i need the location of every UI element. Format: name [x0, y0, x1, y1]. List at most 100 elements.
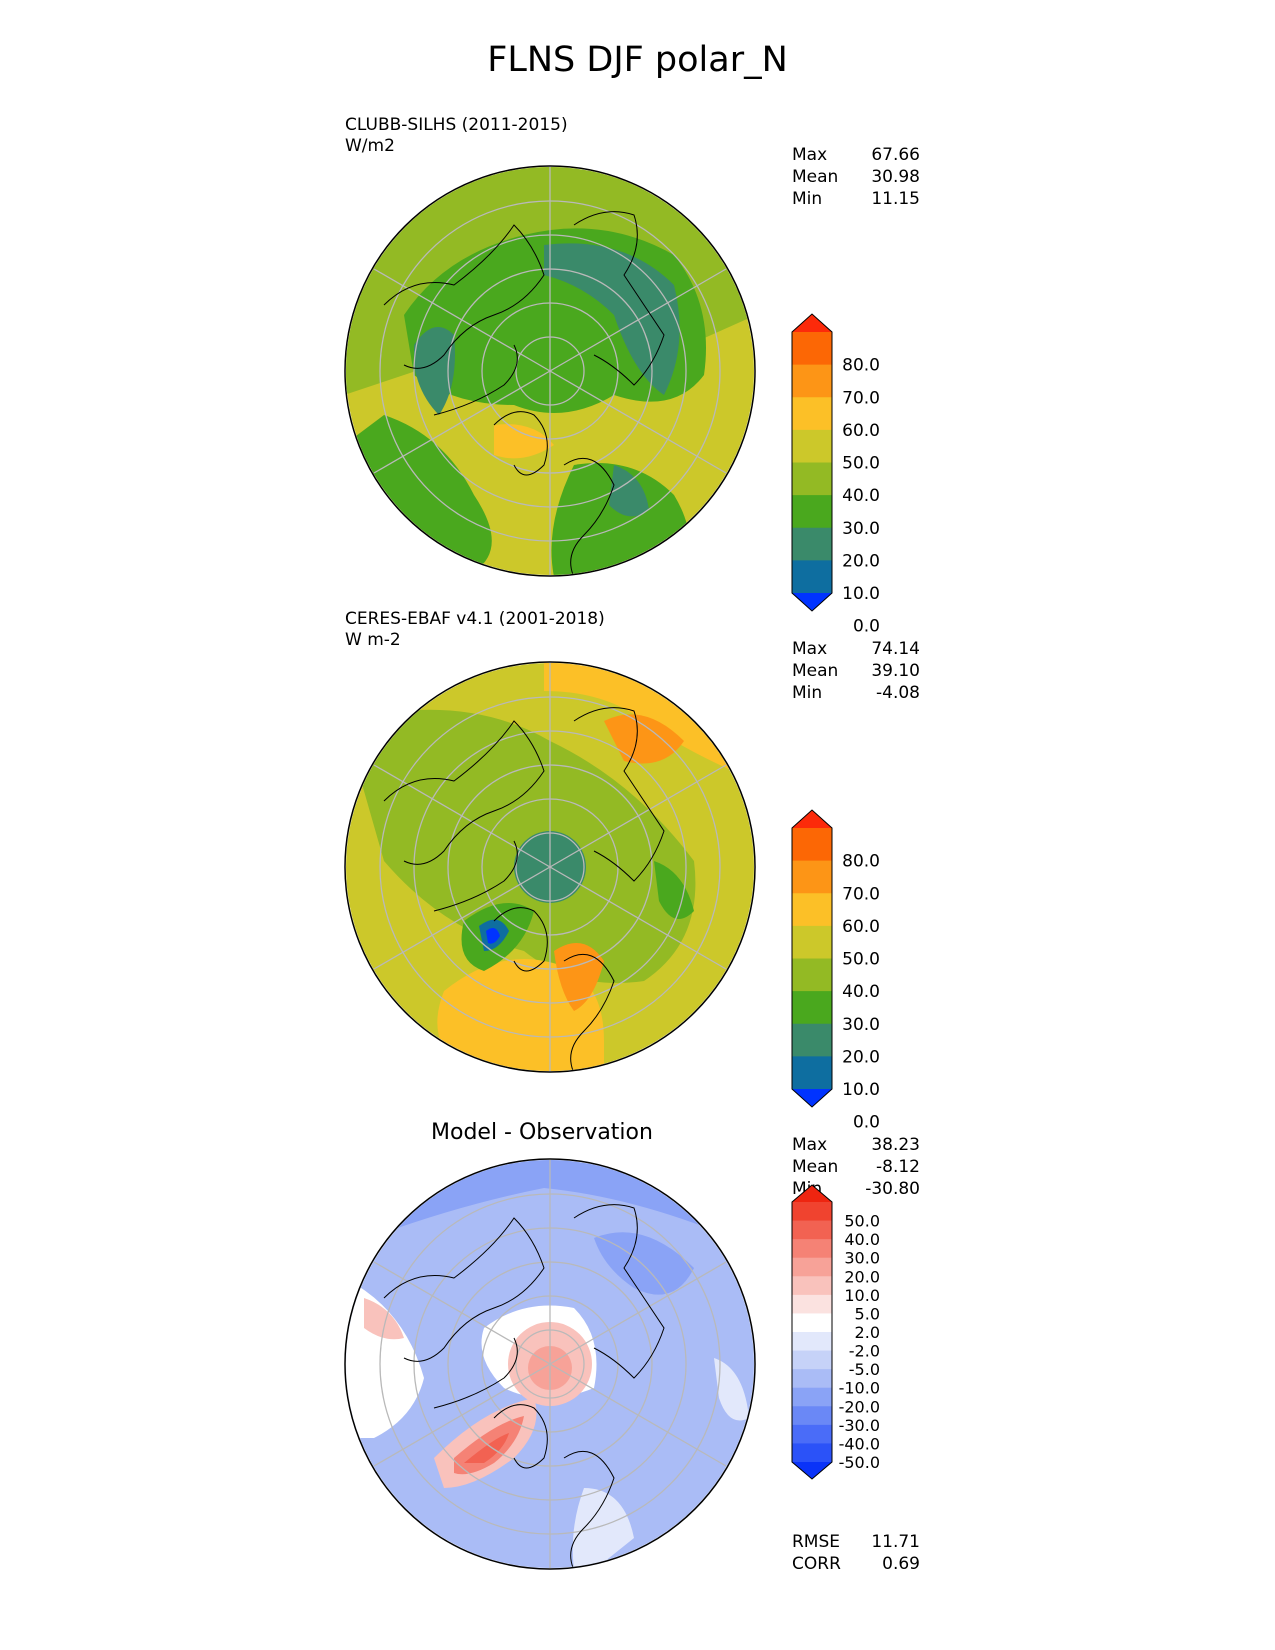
colorbar-extension-top — [792, 314, 832, 332]
colorbar-tick-label: -40.0 — [839, 1434, 880, 1453]
colorbar-tick-label: 80.0 — [842, 356, 880, 376]
stat-row-mean: Mean -8.12 — [792, 1157, 920, 1177]
colorbar-tick-label: 30.0 — [842, 1015, 880, 1035]
colorbar-tick-label: 70.0 — [842, 388, 880, 408]
model-name: CLUBB-SILHS (2011-2015) — [345, 115, 568, 135]
model-label: CLUBB-SILHS (2011-2015) W/m2 — [345, 115, 568, 157]
colorbar-tick-label: -20.0 — [839, 1397, 880, 1416]
obs-units: W m-2 — [345, 630, 401, 650]
colorbar-bin — [792, 1257, 832, 1277]
colorbar-tick-label: 20.0 — [844, 1267, 880, 1286]
graticule — [373, 167, 727, 575]
colorbar-extension-bottom — [792, 593, 832, 611]
colorbar-bin — [792, 1313, 832, 1333]
colorbar-tick-label: 30.0 — [844, 1249, 880, 1268]
colorbar-model: 80.0 70.0 60.0 50.0 40.0 30.0 20.0 10.0 0.0 — [791, 313, 880, 637]
colorbar-bin — [792, 1350, 832, 1370]
colorbar-tick-label: 5.0 — [855, 1304, 880, 1323]
colorbar-extension-bottom — [792, 1089, 832, 1107]
colorbar-tick-label: 0.0 — [853, 617, 880, 637]
colorbar-bin — [792, 1276, 832, 1296]
colorbar-bin — [792, 1406, 832, 1426]
figure-title: FLNS DJF polar_N — [487, 40, 788, 80]
obs-name: CERES-EBAF v4.1 (2001-2018) — [345, 609, 605, 629]
coastlines — [383, 707, 665, 1071]
colorbar-bin — [792, 462, 832, 496]
colorbar-bin — [792, 1332, 832, 1352]
stat-row-min: Min -4.08 — [792, 683, 920, 703]
colorbar-tick-label: -10.0 — [839, 1379, 880, 1398]
stat-row-mean: Mean 30.98 — [792, 167, 920, 187]
stat-row-max: Max 38.23 — [792, 1135, 920, 1155]
metric-row-rmse: RMSE 11.71 — [792, 1532, 920, 1552]
colorbar-bin — [792, 1443, 832, 1463]
polar-map-diff — [344, 1158, 756, 1570]
colorbar-bin — [792, 1424, 832, 1444]
colorbar-tick-label: 20.0 — [842, 1047, 880, 1067]
colorbar-bin — [792, 1023, 832, 1057]
colorbar-bin — [792, 364, 832, 398]
coastlines — [383, 211, 665, 575]
metric-row-corr: CORR 0.69 — [792, 1554, 920, 1574]
panel-obs: CERES-EBAF v4.1 (2001-2018) W m-2 Max 74.… — [0, 608, 1275, 1133]
colorbar-tick-label: -30.0 — [839, 1416, 880, 1435]
colorbar-bin — [792, 1369, 832, 1389]
colorbar-bin — [792, 828, 832, 862]
colorbar-outline — [791, 809, 833, 1108]
colorbar-tick-label: -2.0 — [849, 1342, 880, 1361]
colorbar-outline — [791, 1184, 833, 1480]
colorbar-outline — [791, 313, 833, 612]
colorbar-bin — [792, 1220, 832, 1240]
colorbar-bin — [792, 527, 832, 561]
colorbar-tick-label: 50.0 — [842, 950, 880, 970]
panel-diff: Model - Observation Max 38.23 Mean -8.12 M… — [0, 1106, 1275, 1626]
colorbar-tick-label: 2.0 — [855, 1323, 880, 1342]
colorbar-tick-label: 0.0 — [853, 1113, 880, 1133]
colorbar-tick-label: 30.0 — [842, 519, 880, 539]
colorbar-tick-label: -50.0 — [839, 1453, 880, 1472]
diff-title: Model - Observation — [431, 1120, 653, 1145]
colorbar-bin — [792, 1056, 832, 1090]
colorbar-tick-label: 20.0 — [842, 551, 880, 571]
colorbar-tick-label: 10.0 — [842, 584, 880, 604]
colorbar-bin — [792, 332, 832, 366]
colorbar-tick-label: 60.0 — [842, 421, 880, 441]
model-units: W/m2 — [345, 136, 395, 156]
diff-metrics: RMSE 11.71 CORR 0.69 — [792, 1531, 920, 1575]
colorbar-tick-label: 40.0 — [842, 486, 880, 506]
colorbar-tick-label: 40.0 — [844, 1230, 880, 1249]
colorbar-bin — [792, 1202, 832, 1222]
colorbar-bin — [792, 925, 832, 959]
colorbar-extension-top — [792, 810, 832, 828]
colorbar-tick-label: 40.0 — [842, 982, 880, 1002]
colorbar-bin — [792, 495, 832, 529]
obs-stats: Max 74.14 Mean 39.10 Min -4.08 — [792, 638, 920, 704]
stat-row-max: Max 74.14 — [792, 639, 920, 659]
colorbar-tick-label: 50.0 — [844, 1212, 880, 1231]
colorbar-tick-label: 80.0 — [842, 852, 880, 872]
colorbar-bin — [792, 893, 832, 927]
colorbar-tick-label: 10.0 — [844, 1286, 880, 1305]
colorbar-extension-bottom — [792, 1462, 832, 1479]
stat-row-mean: Mean 39.10 — [792, 661, 920, 681]
stat-row-max: Max 67.66 — [792, 145, 920, 165]
coastlines — [383, 1204, 665, 1568]
colorbar-bin — [792, 860, 832, 894]
colorbar-bin — [792, 958, 832, 992]
colorbar-bin — [792, 1239, 832, 1259]
colorbar-tick-label: -5.0 — [849, 1360, 880, 1379]
colorbar-bin — [792, 429, 832, 463]
colorbar-diff: 50.040.030.020.010.05.02.0-2.0-5.0-10.0-… — [791, 1184, 880, 1480]
colorbar-bin — [792, 1387, 832, 1407]
colorbar-extension-top — [792, 1185, 832, 1202]
obs-label: CERES-EBAF v4.1 (2001-2018) W m-2 — [345, 609, 605, 651]
polar-map-model — [344, 165, 756, 577]
colorbar-tick-label: 60.0 — [842, 917, 880, 937]
colorbar-tick-label: 50.0 — [842, 454, 880, 474]
polar-map-obs — [344, 661, 756, 1073]
graticule — [373, 1160, 727, 1568]
colorbar-obs: 80.0 70.0 60.0 50.0 40.0 30.0 20.0 10.0 0.0 — [791, 809, 880, 1133]
map-boundary — [344, 1158, 756, 1570]
colorbar-tick-label: 10.0 — [842, 1080, 880, 1100]
map-boundary — [344, 661, 756, 1073]
